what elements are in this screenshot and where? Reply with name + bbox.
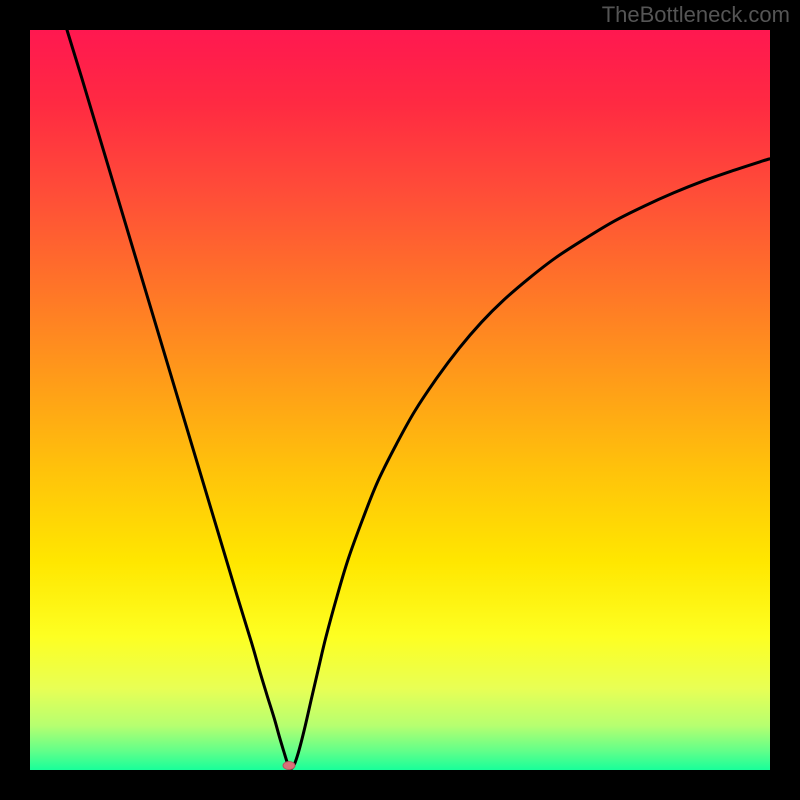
watermark-text: TheBottleneck.com	[602, 2, 790, 28]
chart-container: TheBottleneck.com	[0, 0, 800, 800]
chart-plot-background	[30, 30, 770, 770]
minimum-marker	[283, 762, 295, 770]
bottleneck-chart	[0, 0, 800, 800]
